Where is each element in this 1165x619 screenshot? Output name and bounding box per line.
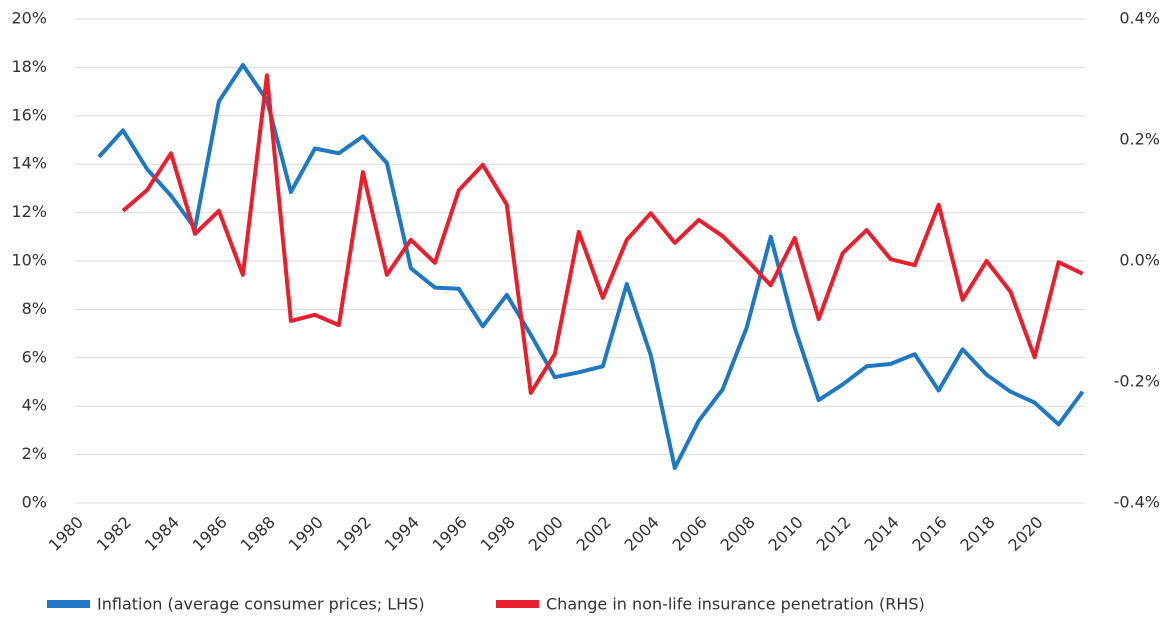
y2-tick-label: 0.4% <box>1119 9 1160 28</box>
x-tick-label: 1984 <box>141 513 183 555</box>
x-tick-label: 2002 <box>573 513 615 555</box>
y2-tick-label: -0.2% <box>1114 372 1160 391</box>
x-tick-label: 2016 <box>908 513 950 555</box>
legend-swatch <box>496 600 539 608</box>
y-tick-label: 2% <box>22 444 47 463</box>
x-tick-label: 1988 <box>237 513 279 555</box>
x-tick-label: 2020 <box>1004 513 1046 555</box>
x-tick-label: 2008 <box>717 513 759 555</box>
x-tick-label: 2014 <box>860 513 902 555</box>
x-tick-label: 2010 <box>764 513 806 555</box>
y-tick-label: 0% <box>22 493 47 512</box>
x-tick-label: 1996 <box>429 513 471 555</box>
x-tick-label: 2012 <box>812 513 854 555</box>
y-tick-label: 14% <box>11 154 47 173</box>
legend-label: Change in non-life insurance penetration… <box>546 595 925 614</box>
y-tick-label: 6% <box>22 347 47 366</box>
x-tick-label: 2018 <box>956 513 998 555</box>
x-tick-label: 2006 <box>669 513 711 555</box>
x-tick-label: 2000 <box>525 513 567 555</box>
y-tick-label: 8% <box>22 299 47 318</box>
y2-tick-label: -0.4% <box>1114 493 1160 512</box>
x-tick-label: 1998 <box>477 513 519 555</box>
x-tick-label: 1982 <box>93 513 135 555</box>
x-tick-label: 1986 <box>189 513 231 555</box>
y-tick-label: 20% <box>11 9 47 28</box>
data-line <box>121 73 1084 395</box>
y-tick-label: 18% <box>11 57 47 76</box>
x-tick-label: 1994 <box>381 513 423 555</box>
y-tick-label: 4% <box>22 396 47 415</box>
y-tick-label: 10% <box>11 251 47 270</box>
legend-label: Inflation (average consumer prices; LHS) <box>97 595 425 614</box>
x-tick-label: 1992 <box>333 513 375 555</box>
x-tick-label: 1990 <box>285 513 327 555</box>
y2-tick-label: 0.2% <box>1119 130 1160 149</box>
y2-tick-label: 0.0% <box>1119 251 1160 270</box>
y-tick-label: 16% <box>11 105 47 124</box>
x-tick-label: 1980 <box>45 513 87 555</box>
legend-swatch <box>47 600 90 608</box>
y-tick-label: 12% <box>11 202 47 221</box>
x-tick-label: 2004 <box>621 513 663 555</box>
